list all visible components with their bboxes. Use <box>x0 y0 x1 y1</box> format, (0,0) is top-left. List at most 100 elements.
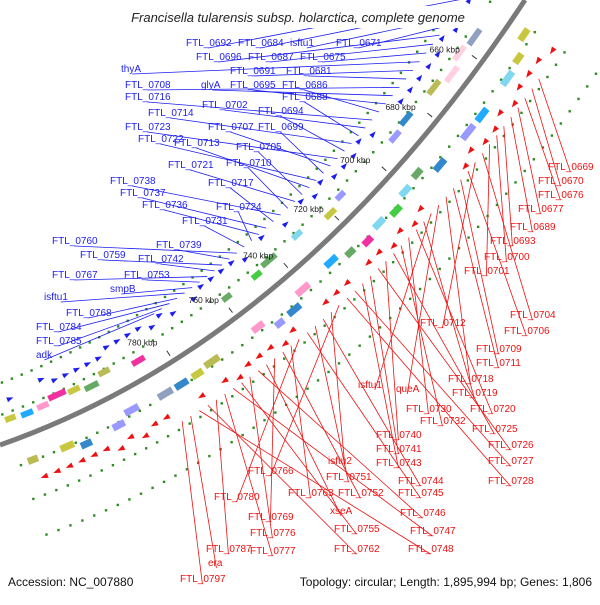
guide-dot <box>69 524 72 527</box>
guide-dot <box>283 357 286 360</box>
reverse-gene-label: FTL_0776 <box>250 528 296 539</box>
reverse-gene-label-leader <box>482 153 533 321</box>
gene-arrow-reverse <box>411 220 419 228</box>
guide-dot <box>499 78 503 81</box>
guide-dot <box>306 176 310 179</box>
gene-arrow-forward <box>465 0 471 5</box>
gene-arrow-reverse <box>390 241 398 250</box>
reverse-gene-label-leader <box>510 116 533 233</box>
guide-dot <box>251 336 254 339</box>
guide-dot <box>274 411 277 414</box>
guide-dot <box>577 97 580 101</box>
guide-dot <box>316 379 320 382</box>
gene-arrow-reverse <box>396 227 404 235</box>
guide-dot <box>182 282 185 286</box>
reverse-gene-label-leader <box>415 229 493 415</box>
cog-block-forward <box>36 400 50 412</box>
cog-block-reverse <box>512 51 525 66</box>
guide-dot <box>380 141 384 144</box>
guide-dot <box>89 474 92 477</box>
guide-dot <box>319 280 322 283</box>
cog-block-forward <box>323 206 338 221</box>
guide-dot <box>420 231 423 234</box>
reverse-gene-label: xseA <box>330 506 353 517</box>
reverse-gene-label: FTL_0728 <box>488 476 534 487</box>
gene-arrow-forward <box>330 173 338 180</box>
guide-dot <box>410 241 414 244</box>
guide-dot <box>92 372 96 376</box>
guide-dot <box>135 313 139 317</box>
guide-dot <box>429 221 433 224</box>
forward-gene-label-leader <box>58 308 162 347</box>
guide-dot <box>255 263 259 267</box>
guide-dot <box>138 409 141 413</box>
reverse-gene-label-leader <box>442 162 476 329</box>
forward-gene-label: FTL_0695 <box>230 80 276 91</box>
ruler-tick <box>427 112 433 118</box>
ruler-tick-label: 780 kbp <box>127 337 158 347</box>
forward-gene-label-leader <box>147 101 373 121</box>
guide-dot <box>132 351 135 354</box>
cog-block-forward <box>388 129 402 144</box>
guide-dot <box>117 325 120 328</box>
reverse-gene-label-leader <box>346 297 511 487</box>
forward-gene-label-leader <box>248 167 289 209</box>
reverse-gene-label: isftu1 <box>358 380 382 391</box>
gene-arrow-forward <box>113 339 121 345</box>
guide-dot <box>236 240 239 244</box>
forward-gene-label-leader <box>196 147 310 189</box>
guide-dot <box>313 332 316 336</box>
guide-dot <box>20 373 23 376</box>
cog-block-forward <box>220 291 233 303</box>
guide-dot <box>337 362 341 365</box>
guide-dot <box>161 333 164 336</box>
forward-gene-label: FTL_0692 <box>186 38 232 49</box>
forward-gene-label: FTL_0736 <box>142 200 188 211</box>
ruler-tick-label: 740 kbp <box>243 251 274 261</box>
forward-gene-label-leader <box>102 259 223 266</box>
reverse-gene-label-leader <box>467 170 527 337</box>
gene-arrow-forward <box>369 131 376 139</box>
guide-dot <box>122 356 125 360</box>
guide-dot <box>185 468 189 471</box>
reverse-gene-label-leader <box>377 268 511 451</box>
guide-dot <box>448 57 451 61</box>
forward-gene-label-leader <box>280 131 324 174</box>
forward-gene-label: FTL_0699 <box>258 122 304 133</box>
gene-arrow-reverse <box>126 433 135 440</box>
cog-block-forward <box>4 413 17 424</box>
cog-block-forward <box>83 380 100 393</box>
guide-dot <box>414 100 418 104</box>
cog-block-reverse <box>286 302 303 318</box>
guide-dot <box>431 79 434 82</box>
guide-dot <box>55 488 58 492</box>
cog-block-forward <box>451 44 467 62</box>
guide-dot <box>466 179 470 182</box>
guide-dot <box>482 101 486 104</box>
guide-dot <box>218 255 222 258</box>
gene-arrow-forward <box>61 373 70 379</box>
guide-dot <box>231 351 234 354</box>
guide-dot <box>418 287 422 291</box>
guide-dot <box>495 203 499 207</box>
cog-block-forward <box>66 384 81 396</box>
ruler-tick-label: 720 kbp <box>293 204 324 214</box>
guide-dot <box>310 214 313 218</box>
guide-dot <box>141 345 145 348</box>
forward-gene-label: FTL_0671 <box>336 38 382 49</box>
guide-dot <box>209 300 212 303</box>
guide-dot <box>237 278 240 282</box>
guide-dot <box>366 111 369 115</box>
ruler-tick <box>381 166 387 172</box>
guide-dot <box>209 409 213 412</box>
guide-dot <box>42 396 45 400</box>
gene-arrow-forward <box>340 163 348 170</box>
ruler-tick <box>471 54 478 60</box>
guide-dot <box>476 225 480 229</box>
forward-gene-label: FTL_0721 <box>168 160 214 171</box>
reverse-gene-label: FTL_0744 <box>398 476 444 487</box>
reverse-gene-label-leader <box>531 88 561 187</box>
gene-arrow-forward <box>190 296 198 303</box>
guide-dot <box>423 90 426 93</box>
reverse-gene-label-leader <box>236 339 300 503</box>
